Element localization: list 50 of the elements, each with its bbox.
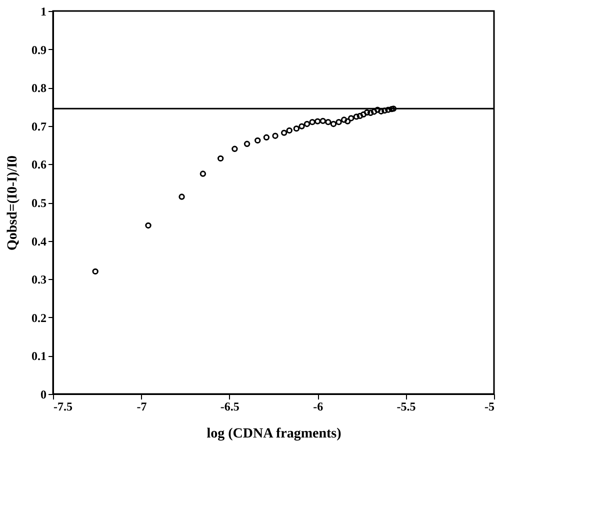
point (304, 120, 310, 128)
y-tick-label: 0.6 (32, 158, 46, 172)
point (390, 106, 397, 112)
point (217, 155, 224, 162)
y-tick-label: 0.7 (32, 119, 46, 134)
point (330, 120, 337, 128)
y-tick-label: 0.8 (32, 81, 46, 96)
point (370, 108, 378, 115)
point (272, 132, 278, 139)
point (360, 111, 367, 118)
point (356, 112, 364, 120)
point (320, 118, 326, 124)
point (367, 110, 374, 116)
point (200, 170, 206, 177)
y-tick-label: 0.2 (32, 310, 46, 325)
point (293, 125, 300, 132)
y-tick-label: 0 (40, 388, 46, 402)
point (344, 118, 351, 124)
point (309, 118, 316, 126)
point (178, 194, 185, 200)
y-tick-label: 0.5 (32, 196, 46, 210)
y-axis-title: Qobsd=(I0-I)/I0 (6, 155, 20, 251)
y-tick-label: 0.9 (32, 42, 46, 57)
x-axis-title: log (CDNA fragments) (206, 426, 342, 442)
y-tick-label: 0.1 (32, 349, 46, 364)
point (325, 118, 332, 126)
y-tick-label: 0.4 (32, 234, 46, 248)
point (232, 146, 238, 152)
point (280, 130, 288, 136)
point (92, 268, 98, 275)
point (364, 109, 370, 116)
point (254, 137, 261, 144)
point (348, 115, 354, 122)
y-tick-label: 0.3 (32, 272, 46, 287)
point (263, 134, 270, 140)
x-tick-label: -7.5 (54, 400, 72, 414)
point (340, 116, 348, 123)
point (286, 127, 292, 134)
point (298, 123, 305, 130)
point (314, 118, 321, 124)
x-tick-label: -7 (136, 400, 147, 414)
x-tick-label: -5.5 (396, 400, 416, 414)
point (336, 118, 342, 126)
x-tick-label: -6.5 (220, 400, 240, 414)
y-tick-label: 1 (40, 4, 46, 18)
point (145, 222, 152, 229)
point (353, 114, 360, 120)
x-tick-label: -6 (313, 400, 324, 414)
x-tick-label: -5 (484, 400, 494, 414)
point (244, 140, 250, 147)
